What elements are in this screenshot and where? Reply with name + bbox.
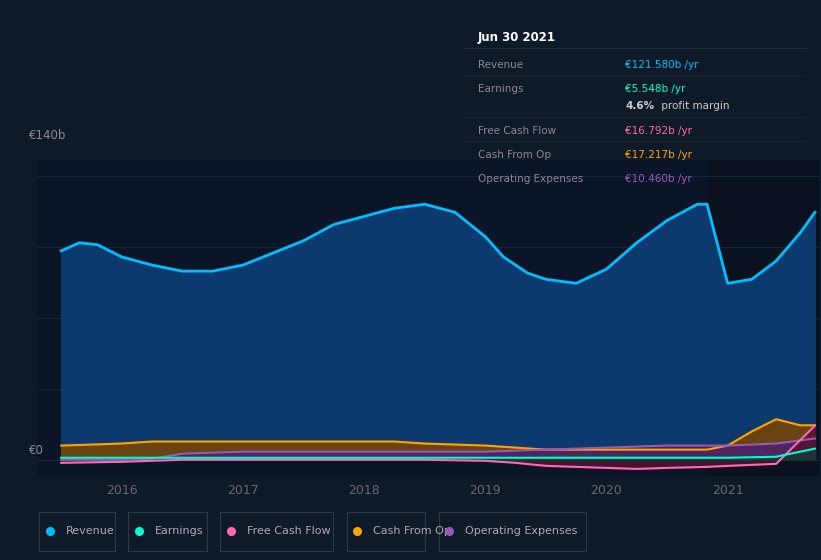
Bar: [707, 160, 821, 476]
Text: Earnings: Earnings: [478, 84, 523, 94]
Text: €0: €0: [29, 444, 44, 457]
Text: Cash From Op: Cash From Op: [478, 150, 551, 160]
Text: €5.548b /yr: €5.548b /yr: [625, 84, 686, 94]
Text: €17.217b /yr: €17.217b /yr: [625, 150, 692, 160]
Text: Revenue: Revenue: [66, 526, 114, 535]
FancyBboxPatch shape: [346, 512, 425, 550]
Text: profit margin: profit margin: [658, 101, 729, 111]
Text: Cash From Op: Cash From Op: [373, 526, 451, 535]
Text: Operating Expenses: Operating Expenses: [478, 174, 583, 184]
FancyBboxPatch shape: [220, 512, 333, 550]
Text: €121.580b /yr: €121.580b /yr: [625, 60, 699, 70]
Text: Free Cash Flow: Free Cash Flow: [478, 125, 556, 136]
Text: €140b: €140b: [29, 129, 67, 142]
Text: Earnings: Earnings: [154, 526, 204, 535]
Text: €10.460b /yr: €10.460b /yr: [625, 174, 692, 184]
Text: Operating Expenses: Operating Expenses: [465, 526, 577, 535]
Text: €16.792b /yr: €16.792b /yr: [625, 125, 692, 136]
Text: Jun 30 2021: Jun 30 2021: [478, 31, 556, 44]
Text: Free Cash Flow: Free Cash Flow: [246, 526, 330, 535]
FancyBboxPatch shape: [39, 512, 115, 550]
Text: 4.6%: 4.6%: [625, 101, 654, 111]
FancyBboxPatch shape: [128, 512, 207, 550]
Text: Revenue: Revenue: [478, 60, 523, 70]
FancyBboxPatch shape: [438, 512, 586, 550]
